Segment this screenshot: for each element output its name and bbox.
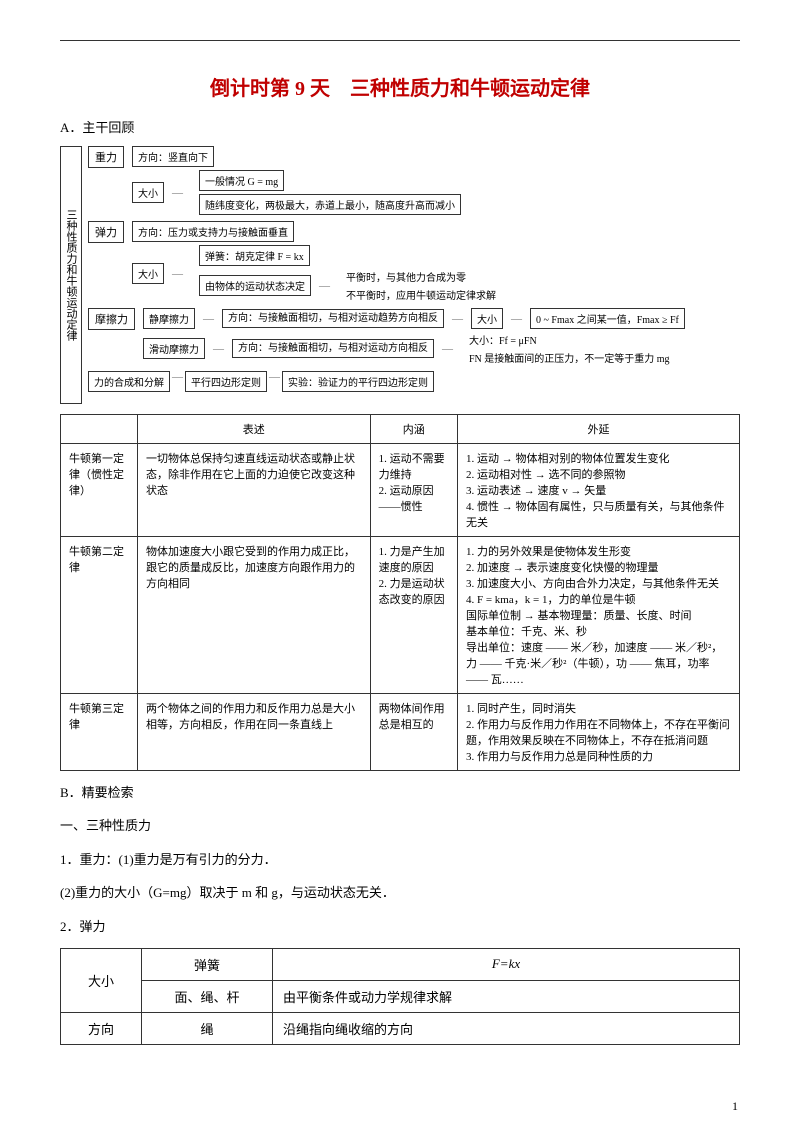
static-friction: 静摩擦力 [143, 308, 195, 329]
elastic-label: 弹力 [88, 221, 124, 243]
elastic-unbalance: 不平衡时，应用牛顿运动定律求解 [346, 287, 496, 302]
laws-table: 表述 内涵 外延 牛顿第一定律（惯性定律） 一切物体总保持匀速直线运动状态或静止… [60, 414, 740, 771]
th-meaning: 内涵 [370, 415, 457, 444]
law1-desc: 一切物体总保持匀速直线运动状态或静止状态，除非作用在它上面的力迫使它改变这种状态 [138, 444, 371, 537]
spring-rope: 绳 [142, 1012, 273, 1044]
law2-ext: 1. 力的另外效果是使物体发生形变 2. 加速度 → 表示速度变化快慢的物理量 … [457, 537, 739, 694]
subheading-1: 一、三种性质力 [60, 814, 740, 837]
static-size: 大小 [471, 308, 503, 329]
concept-diagram: 三种性质力和牛顿运动定律 重力 方向：竖直向下 大小 — 一般情况 G = mg… [60, 146, 740, 404]
sliding-size: 大小：Ff = μFN [469, 332, 670, 347]
static-dir: 方向：与接触面相切，与相对运动趋势方向相反 [222, 309, 444, 328]
elastic-text-1: 2．弹力 [60, 915, 740, 938]
sliding-friction: 滑动摩擦力 [143, 338, 205, 359]
page-title: 倒计时第 9 天 三种性质力和牛顿运动定律 [60, 72, 740, 101]
gravity-text-1: 1．重力：(1)重力是万有引力的分力． [60, 848, 740, 871]
elastic-spring: 弹簧：胡克定律 F = kx [199, 245, 310, 266]
spring-surface-desc: 由平衡条件或动力学规律求解 [273, 980, 740, 1012]
diagram-root: 三种性质力和牛顿运动定律 [60, 146, 82, 404]
table-row: 牛顿第一定律（惯性定律） 一切物体总保持匀速直线运动状态或静止状态，除非作用在它… [61, 444, 740, 537]
spring-spring: 弹簧 [142, 948, 273, 980]
spring-size-label: 大小 [61, 948, 142, 1012]
spring-surface: 面、绳、杆 [142, 980, 273, 1012]
law2-meaning: 1. 力是产生加速度的原因 2. 力是运动状态改变的原因 [370, 537, 457, 694]
gravity-label: 重力 [88, 146, 124, 168]
sliding-note: FN 是接触面间的正压力，不一定等于重力 mg [469, 350, 670, 365]
th-ext: 外延 [457, 415, 739, 444]
table-row: 牛顿第三定律 两个物体之间的作用力和反作用力总是大小相等，方向相反，作用在同一条… [61, 694, 740, 771]
static-range: 0 ~ Fmax 之间某一值，Fmax ≥ Ff [530, 308, 685, 329]
gravity-general: 一般情况 G = mg [199, 170, 284, 191]
section-a-label: A．主干回顾 [60, 117, 740, 136]
table-row: 牛顿第二定律 物体加速度大小跟它受到的作用力成正比，跟它的质量成反比，加速度方向… [61, 537, 740, 694]
gravity-vary: 随纬度变化，两极最大，赤道上最小，随高度升高而减小 [199, 194, 461, 215]
law3-desc: 两个物体之间的作用力和反作用力总是大小相等，方向相反，作用在同一条直线上 [138, 694, 371, 771]
law1-meaning: 1. 运动不需要力维持 2. 运动原因——惯性 [370, 444, 457, 537]
law1-ext: 1. 运动 → 物体相对别的物体位置发生变化 2. 运动相对性 → 选不同的参照… [457, 444, 739, 537]
th-desc: 表述 [138, 415, 371, 444]
law3-ext: 1. 同时产生，同时消失 2. 作用力与反作用力作用在不同物体上，不存在平衡问题… [457, 694, 739, 771]
sliding-dir: 方向：与接触面相切，与相对运动方向相反 [232, 339, 434, 358]
spring-rope-desc: 沿绳指向绳收缩的方向 [273, 1012, 740, 1044]
elastic-balance: 平衡时，与其他力合成为零 [346, 269, 496, 284]
gravity-size: 大小 [132, 182, 164, 203]
spring-formula: F=kx [273, 948, 740, 980]
page-number: 1 [732, 1099, 738, 1114]
compose-rule: 平行四边形定则 [185, 371, 267, 392]
compose-label: 力的合成和分解 [88, 371, 170, 392]
law3-name: 牛顿第三定律 [61, 694, 138, 771]
th-empty [61, 415, 138, 444]
spring-dir-label: 方向 [61, 1012, 142, 1044]
compose-exp: 实验：验证力的平行四边形定则 [282, 371, 434, 392]
law2-name: 牛顿第二定律 [61, 537, 138, 694]
law2-desc: 物体加速度大小跟它受到的作用力成正比，跟它的质量成反比，加速度方向跟作用力的方向… [138, 537, 371, 694]
law3-meaning: 两物体间作用总是相互的 [370, 694, 457, 771]
gravity-text-2: (2)重力的大小（G=mg）取决于 m 和 g，与运动状态无关． [60, 881, 740, 904]
elastic-dir: 方向：压力或支持力与接触面垂直 [132, 221, 294, 242]
section-b-label: B．精要检索 [60, 781, 740, 804]
friction-label: 摩擦力 [88, 308, 135, 330]
law1-name: 牛顿第一定律（惯性定律） [61, 444, 138, 537]
spring-table: 大小 弹簧 F=kx 面、绳、杆 由平衡条件或动力学规律求解 方向 绳 沿绳指向… [60, 948, 740, 1045]
gravity-dir: 方向：竖直向下 [132, 146, 214, 167]
elastic-size: 大小 [132, 263, 164, 284]
elastic-state: 由物体的运动状态决定 [199, 275, 311, 296]
